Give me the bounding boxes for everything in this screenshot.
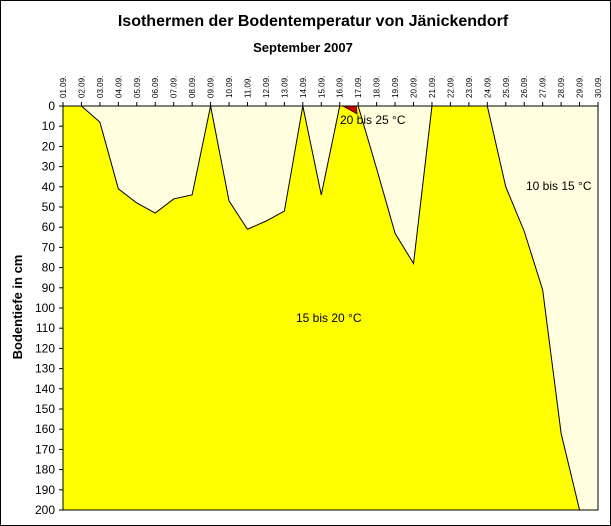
y-tick-label: 190 (35, 483, 55, 497)
x-tick-label: 27.09. (539, 76, 548, 98)
y-tick-label: 100 (35, 301, 55, 315)
x-tick-label: 20.09. (410, 76, 419, 98)
x-tick-label: 07.09. (170, 76, 179, 98)
y-tick-label: 140 (35, 382, 55, 396)
y-tick-label: 10 (42, 119, 56, 133)
x-tick-label: 30.09. (594, 76, 603, 98)
x-tick-label: 01.09. (59, 76, 68, 98)
x-tick-label: 15.09. (317, 76, 326, 98)
x-tick-label: 12.09. (262, 76, 271, 98)
x-tick-label: 18.09. (373, 76, 382, 98)
x-tick-label: 21.09. (428, 76, 437, 98)
y-tick-label: 130 (35, 362, 55, 376)
y-tick-label: 70 (42, 240, 56, 254)
x-tick-label: 23.09. (465, 76, 474, 98)
x-tick-label: 06.09. (151, 76, 160, 98)
region-label-20-25: 20 bis 25 °C (340, 113, 406, 127)
y-tick-label: 110 (36, 321, 55, 335)
plot-area (62, 105, 599, 511)
region-label-15-20: 15 bis 20 °C (296, 311, 362, 325)
y-tick-label: 160 (35, 422, 55, 436)
y-axis-label: Bodentiefe in cm (10, 255, 25, 360)
x-tick-label: 26.09. (520, 76, 529, 98)
x-tick-label: 02.09. (77, 76, 86, 98)
x-tick-label: 28.09. (557, 76, 566, 98)
chart-title: Isothermen der Bodentemperatur von Jänic… (118, 13, 509, 30)
x-tick-label: 13.09. (280, 76, 289, 98)
y-tick-label: 0 (48, 99, 55, 113)
chart-subtitle: September 2007 (253, 40, 353, 55)
x-tick-label: 19.09. (391, 76, 400, 98)
x-tick-label: 11.09. (243, 76, 252, 98)
x-tick-label: 05.09. (133, 76, 142, 98)
x-tick-label: 09.09. (207, 76, 216, 98)
y-tick-label: 80 (42, 261, 56, 275)
x-tick-label: 22.09. (446, 76, 455, 98)
y-tick-label: 170 (35, 442, 55, 456)
y-tick-label: 20 (42, 139, 56, 153)
isotherm-15-line (63, 105, 598, 511)
band-15-20 (63, 106, 598, 510)
y-axis: 0 10 20 30 40 50 60 70 80 90 100 110 120 130 140 150 160… (35, 99, 63, 517)
y-tick-label: 90 (42, 281, 56, 295)
y-tick-label: 120 (35, 341, 55, 355)
x-axis: 01.09. 02.09. 03.09. 04.09. 05.09. 06.09. 07.0… (59, 76, 603, 106)
y-tick-label: 200 (35, 503, 55, 517)
x-tick-label: 16.09. (336, 76, 345, 98)
x-tick-label: 04.09. (114, 76, 123, 98)
y-tick-label: 40 (42, 180, 56, 194)
y-tick-label: 60 (42, 220, 56, 234)
x-tick-label: 29.09. (576, 76, 585, 98)
x-tick-label: 17.09. (354, 76, 363, 98)
y-tick-label: 50 (42, 200, 56, 214)
x-tick-label: 14.09. (299, 76, 308, 98)
y-tick-label: 30 (42, 160, 56, 174)
x-tick-label: 25.09. (502, 76, 511, 98)
y-tick-label: 180 (35, 463, 55, 477)
x-tick-label: 24.09. (483, 76, 492, 98)
region-label-10-15: 10 bis 15 °C (526, 179, 592, 193)
x-tick-label: 03.09. (96, 76, 105, 98)
y-tick-label: 150 (35, 402, 55, 416)
x-tick-label: 08.09. (188, 76, 197, 98)
x-tick-label: 10.09. (225, 76, 234, 98)
